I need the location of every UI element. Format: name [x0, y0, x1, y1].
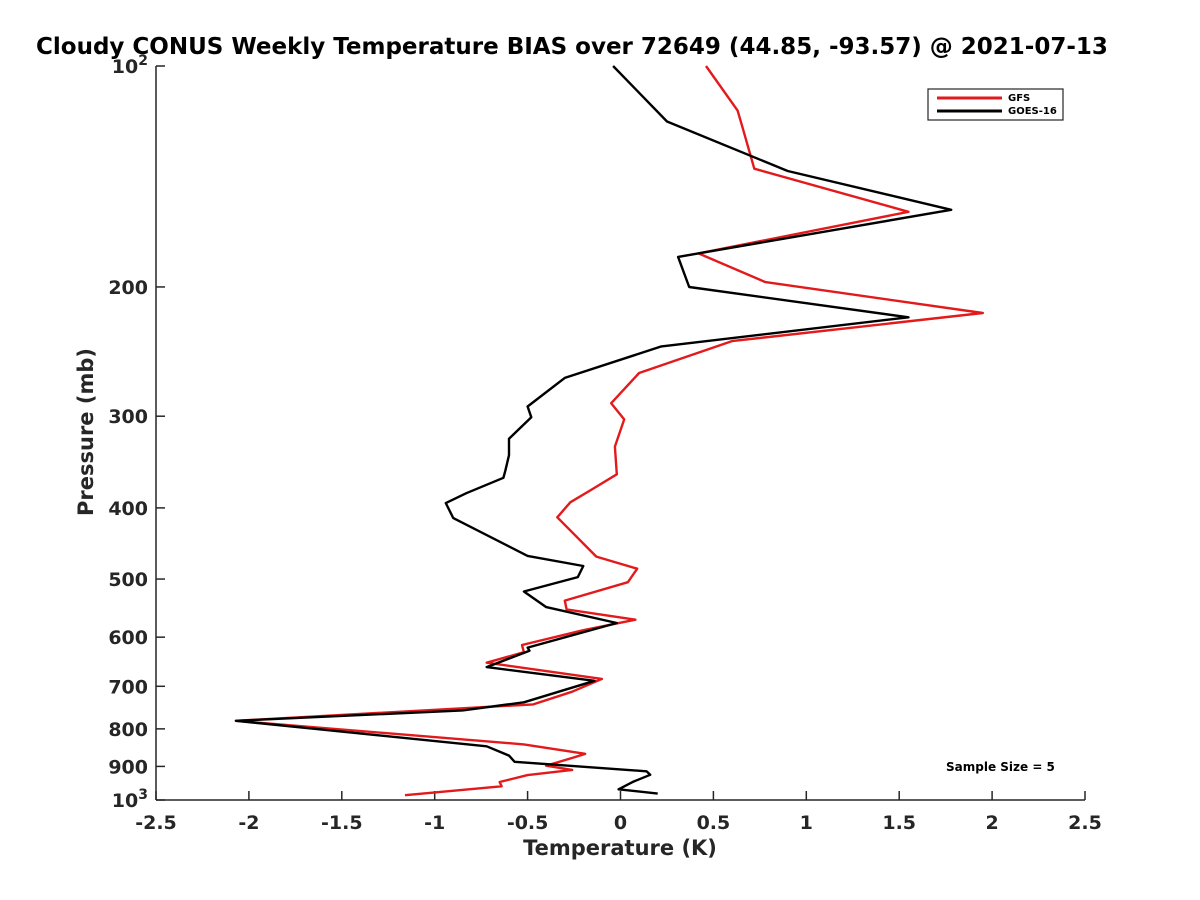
y-tick-label: 400: [108, 498, 148, 520]
y-tick-label: 300: [108, 406, 148, 428]
chart-title: Cloudy CONUS Weekly Temperature BIAS ove…: [36, 34, 1108, 60]
x-tick-label: 1: [800, 812, 813, 834]
plot-series: [234, 65, 984, 797]
x-tick-label: 1.5: [882, 812, 916, 834]
series-line-gfs: [234, 65, 984, 797]
y-tick-label: 500: [108, 569, 148, 591]
x-tick-label: -2.5: [135, 812, 177, 834]
y-tick-label: 102: [112, 53, 148, 78]
x-tick-label: -1.5: [321, 812, 363, 834]
x-tick-label: 2: [985, 812, 998, 834]
legend-box: [927, 88, 1064, 121]
x-tick-label: 2.5: [1068, 812, 1102, 834]
y-tick-label: 700: [108, 676, 148, 698]
y-tick-label: 900: [108, 756, 148, 778]
legend-label-gfs: GFS: [1008, 93, 1030, 104]
x-tick-label: 0.5: [697, 812, 731, 834]
y-axis-label: Pressure (mb): [74, 348, 98, 516]
legend: GFS GOES-16: [927, 88, 1064, 121]
x-axis-label: Temperature (K): [523, 836, 717, 860]
sample-size-annotation: Sample Size = 5: [946, 760, 1055, 774]
x-tick-label: -0.5: [507, 812, 549, 834]
x-tick-label: -2: [238, 812, 259, 834]
y-tick-label: 600: [108, 627, 148, 649]
series-line-goes-16: [234, 65, 953, 795]
y-tick-label: 800: [108, 719, 148, 741]
x-tick-label: -1: [424, 812, 445, 834]
y-tick-label: 200: [108, 277, 148, 299]
y-tick-label: 103: [112, 787, 148, 812]
plot-axes: -2.5 -2 -1.5 -1 -0.5 0 0.5 1 1.5 2 2.5 102 200 300 400…: [108, 53, 1102, 834]
x-tick-label: 0: [614, 812, 627, 834]
legend-label-goes16: GOES-16: [1008, 106, 1057, 117]
